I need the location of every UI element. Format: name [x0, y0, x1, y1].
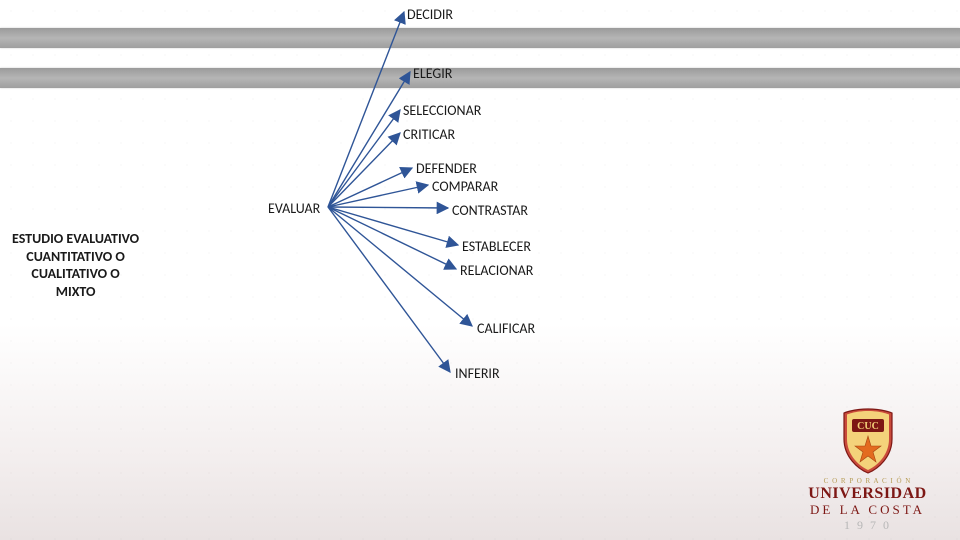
study-type-title: ESTUDIO EVALUATIVO CUANTITATIVO O CUALIT… — [12, 230, 139, 300]
term-defender: DEFENDER — [416, 160, 477, 177]
term-decidir: DECIDIR — [407, 6, 453, 23]
logo-badge-text: CUC — [857, 421, 879, 432]
term-relacionar: RELACIONAR — [460, 262, 533, 279]
term-calificar: CALIFICAR — [477, 320, 535, 337]
logo-year: 1 9 7 0 — [785, 518, 950, 532]
shield-icon: CUC — [838, 407, 898, 475]
header-bar-1 — [0, 28, 960, 48]
study-title-line: MIXTO — [12, 283, 139, 301]
logo-line2: DE LA COSTA — [785, 502, 950, 518]
central-node: EVALUAR — [268, 200, 320, 217]
logo-line1: UNIVERSIDAD — [785, 486, 950, 502]
university-logo: CUC C O R P O R A C I Ó N UNIVERSIDAD DE… — [785, 407, 950, 532]
term-criticar: CRITICAR — [403, 126, 455, 143]
term-inferir: INFERIR — [455, 365, 500, 382]
term-seleccionar: SELECCIONAR — [403, 102, 481, 119]
study-title-line: CUALITATIVO O — [12, 265, 139, 283]
header-bar-2 — [0, 68, 960, 88]
study-title-line: CUANTITATIVO O — [12, 248, 139, 266]
term-establecer: ESTABLECER — [462, 238, 531, 255]
term-contrastar: CONTRASTAR — [452, 202, 528, 219]
study-title-line: ESTUDIO EVALUATIVO — [12, 230, 139, 248]
term-elegir: ELEGIR — [413, 65, 452, 82]
term-comparar: COMPARAR — [432, 178, 498, 195]
